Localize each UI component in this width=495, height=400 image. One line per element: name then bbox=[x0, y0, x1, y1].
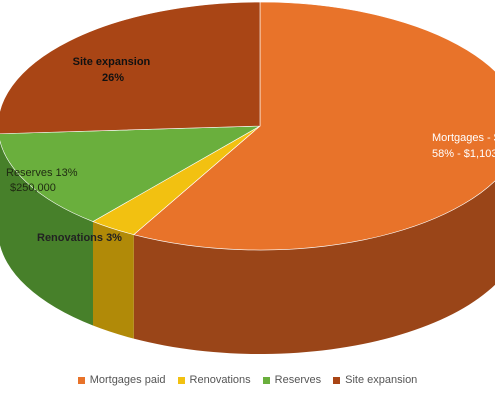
legend-label-renovations: Renovations bbox=[189, 374, 251, 386]
data-label-mortgages: Mortgages - $ 58% - $1,103 bbox=[432, 132, 495, 160]
pie-slice-reserves bbox=[0, 125, 261, 222]
legend-swatch-mortgages bbox=[77, 376, 85, 384]
legend-swatch-site-expansion bbox=[333, 376, 341, 384]
pie-side-mortgages bbox=[133, 180, 495, 354]
pie-side-reserves bbox=[0, 141, 93, 326]
legend-item-reserves: Reserves bbox=[262, 374, 322, 386]
data-label-renovations: Renovations 3% bbox=[37, 232, 122, 244]
data-label-reserves: Reserves 13% $250,000 bbox=[6, 167, 81, 194]
legend-label-site-expansion: Site expansion bbox=[345, 374, 418, 386]
data-label-site-expansion: Site expansion 26% bbox=[73, 56, 154, 84]
legend-item-mortgages: Mortgages paid bbox=[77, 374, 166, 386]
legend-label-reserves: Reserves bbox=[274, 374, 322, 386]
pie-slice-site-expansion bbox=[0, 1, 261, 135]
pie-slice-mortgages bbox=[133, 1, 495, 251]
legend: Mortgages paid Renovations Reserves Site… bbox=[0, 374, 495, 386]
legend-label-mortgages: Mortgages paid bbox=[89, 374, 166, 386]
pie-side-renovations bbox=[92, 221, 134, 339]
legend-item-renovations: Renovations bbox=[177, 374, 251, 386]
legend-swatch-renovations bbox=[177, 376, 185, 384]
legend-swatch-reserves bbox=[262, 376, 270, 384]
legend-item-site-expansion: Site expansion bbox=[333, 374, 417, 386]
